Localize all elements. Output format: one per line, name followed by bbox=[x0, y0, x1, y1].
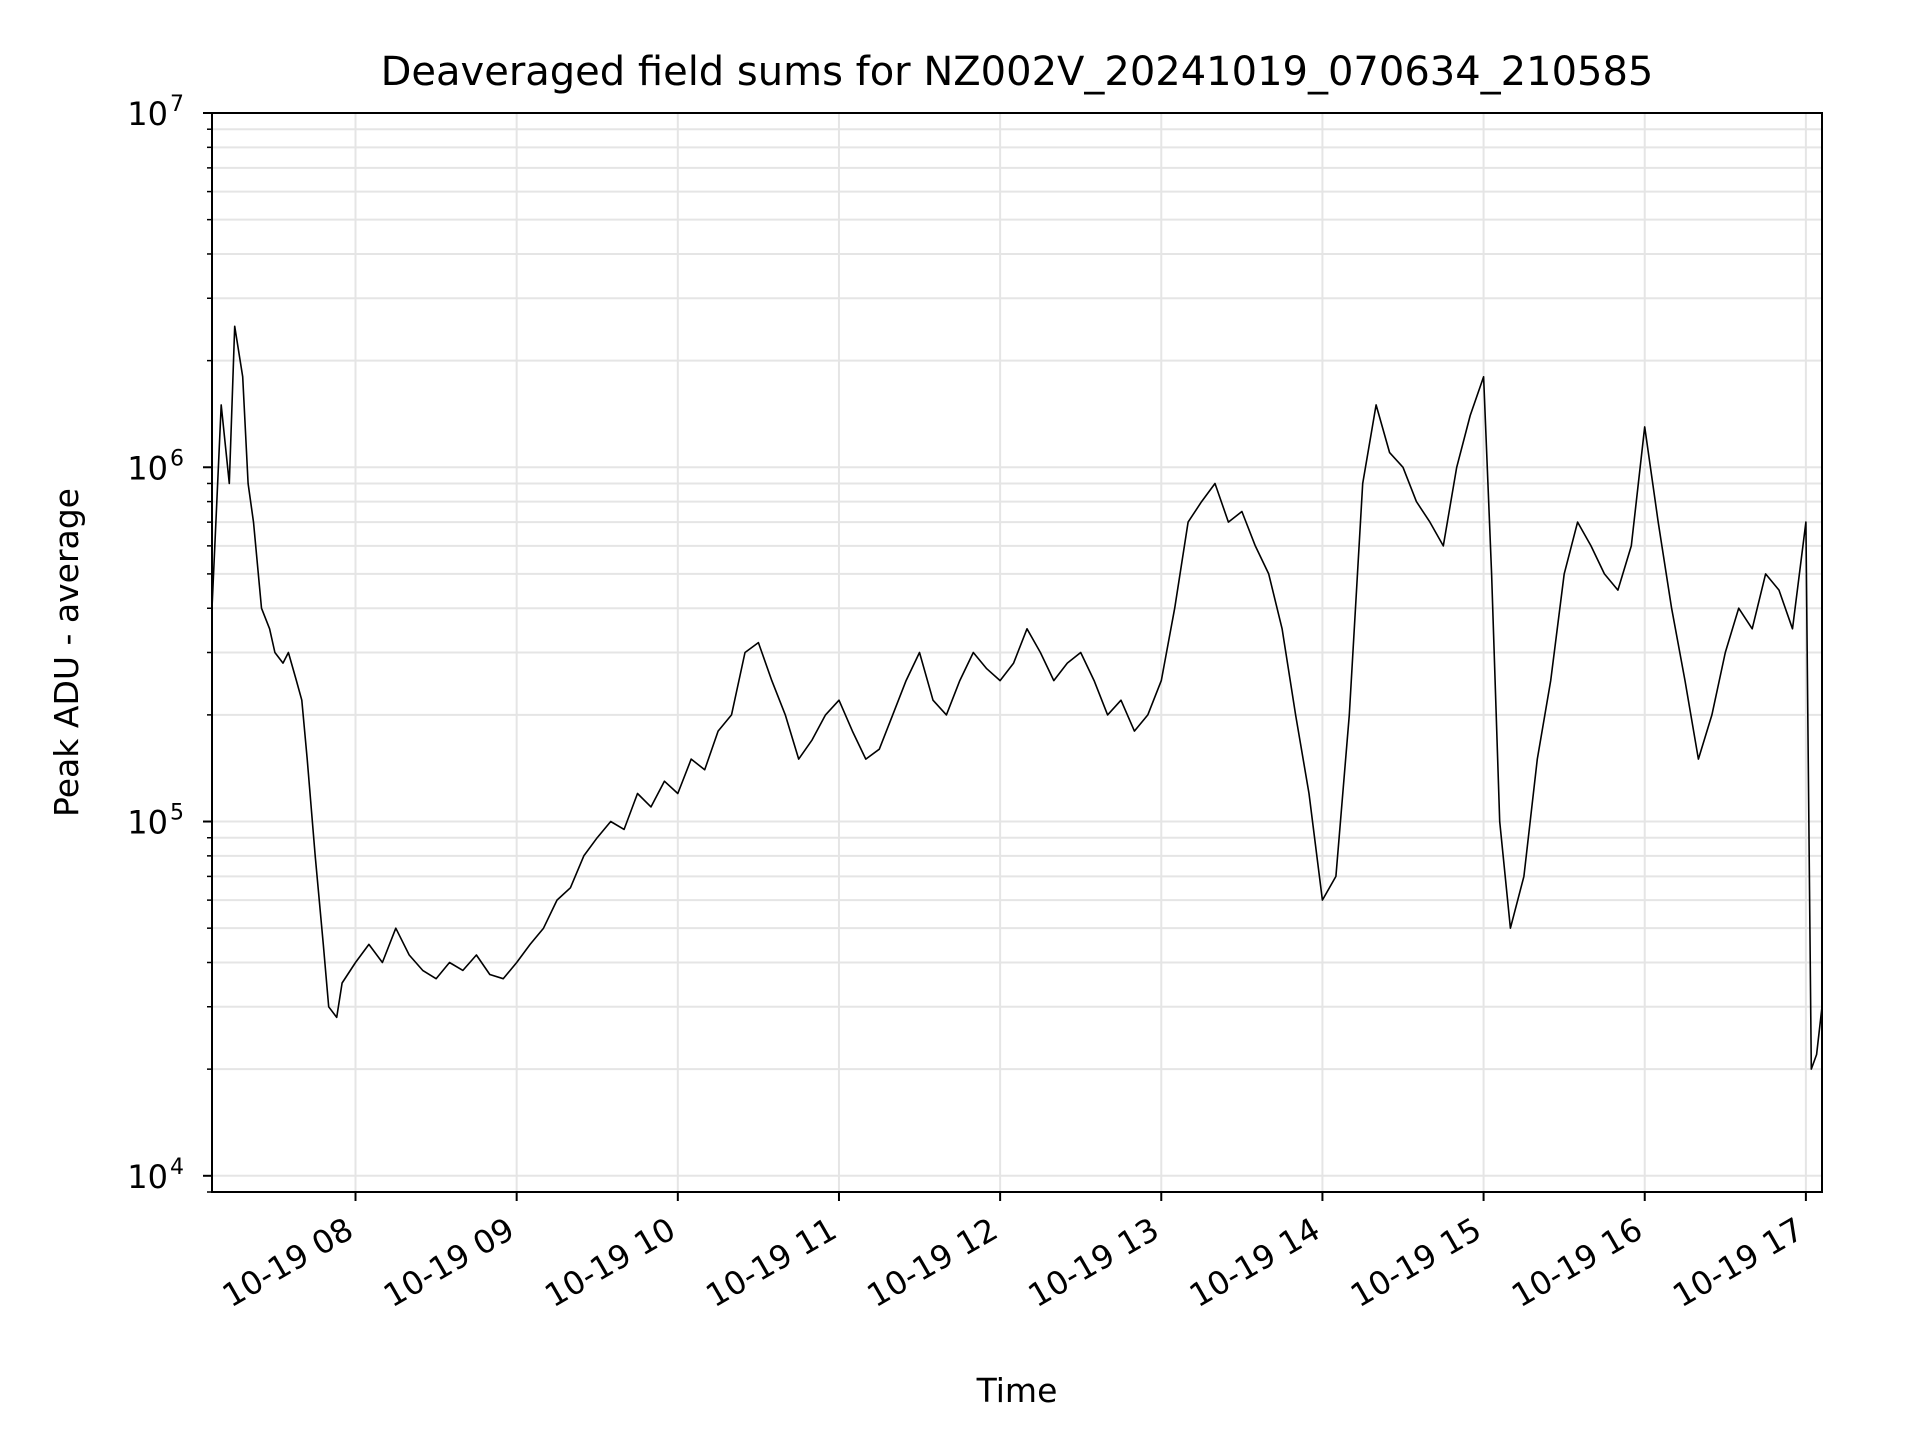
y-tick-label: 10 bbox=[127, 95, 168, 133]
y-tick-exponent: 7 bbox=[170, 92, 184, 117]
x-tick-label: 10-19 10 bbox=[538, 1210, 682, 1315]
y-tick-exponent: 6 bbox=[170, 446, 184, 471]
x-tick-label: 10-19 12 bbox=[861, 1210, 1005, 1315]
x-tick-label: 10-19 15 bbox=[1344, 1210, 1488, 1315]
x-axis-label: Time bbox=[976, 1371, 1058, 1410]
x-tick-label: 10-19 13 bbox=[1022, 1210, 1166, 1315]
x-tick-label: 10-19 17 bbox=[1666, 1210, 1810, 1315]
chart-title: Deaveraged field sums for NZ002V_2024101… bbox=[381, 49, 1654, 95]
y-tick-exponent: 4 bbox=[170, 1155, 184, 1180]
y-axis-label: Peak ADU - average bbox=[47, 488, 86, 817]
y-tick-exponent: 5 bbox=[170, 801, 184, 826]
x-tick-label: 10-19 16 bbox=[1505, 1210, 1649, 1315]
data-series-line bbox=[211, 325, 1823, 1070]
y-tick-label: 10 bbox=[127, 449, 168, 487]
x-tick-label: 10-19 08 bbox=[216, 1210, 360, 1315]
y-tick-label: 10 bbox=[127, 804, 168, 842]
grid-lines bbox=[212, 112, 1822, 1193]
x-tick-label: 10-19 09 bbox=[377, 1210, 521, 1315]
y-tick-label: 10 bbox=[127, 1158, 168, 1196]
x-tick-label: 10-19 14 bbox=[1183, 1210, 1327, 1315]
x-tick-label: 10-19 11 bbox=[699, 1210, 843, 1315]
series-layer bbox=[211, 325, 1823, 1070]
